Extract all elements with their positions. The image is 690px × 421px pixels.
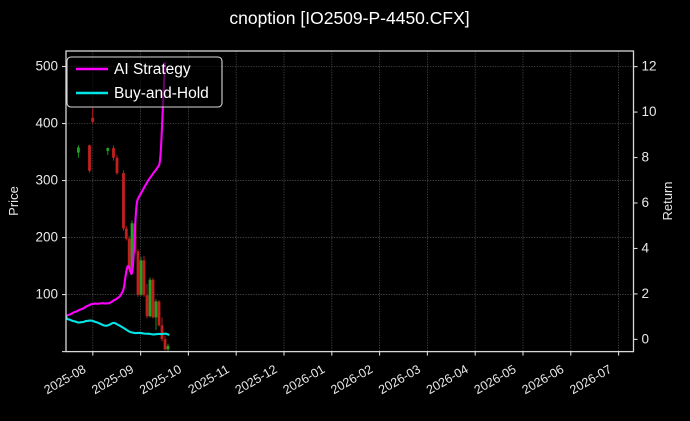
svg-text:Price: Price bbox=[6, 186, 21, 216]
svg-text:12: 12 bbox=[642, 59, 657, 74]
svg-text:400: 400 bbox=[35, 116, 58, 131]
svg-text:500: 500 bbox=[35, 59, 58, 74]
svg-text:300: 300 bbox=[35, 173, 58, 188]
svg-text:6: 6 bbox=[642, 195, 650, 210]
svg-text:2: 2 bbox=[642, 286, 650, 301]
svg-text:Buy-and-Hold: Buy-and-Hold bbox=[114, 85, 209, 102]
svg-text:4: 4 bbox=[642, 240, 650, 255]
svg-text:AI Strategy: AI Strategy bbox=[114, 61, 191, 78]
svg-text:cnoption [IO2509-P-4450.CFX]: cnoption [IO2509-P-4450.CFX] bbox=[229, 8, 469, 28]
svg-text:200: 200 bbox=[35, 230, 58, 245]
svg-text:10: 10 bbox=[642, 104, 657, 119]
svg-text:8: 8 bbox=[642, 150, 650, 165]
svg-text:0: 0 bbox=[642, 331, 650, 346]
svg-text:Return: Return bbox=[660, 181, 675, 220]
svg-text:100: 100 bbox=[35, 287, 58, 302]
